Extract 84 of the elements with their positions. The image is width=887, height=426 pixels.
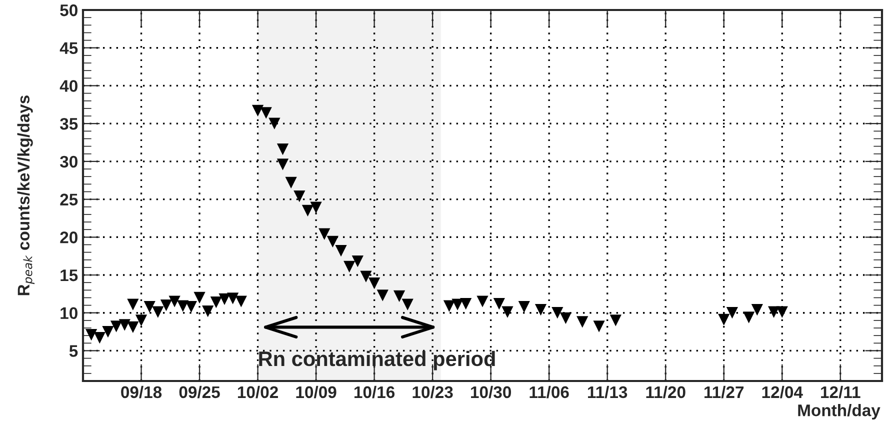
point <box>576 316 588 328</box>
x-tick-label: 10/02 <box>238 386 278 398</box>
point <box>452 298 464 310</box>
point <box>318 228 330 240</box>
point <box>352 256 364 268</box>
x-tick-label: 12/04 <box>762 386 803 398</box>
x-tick-label: 10/30 <box>471 386 511 398</box>
y-axis-title: R$_{peak}$ counts/keV/kg/days <box>17 96 35 296</box>
point <box>393 290 406 302</box>
point <box>227 292 239 304</box>
point <box>534 304 547 316</box>
band-label: Rn contaminated period <box>259 350 495 370</box>
x-tick-label: 09/25 <box>179 386 220 398</box>
x-axis-title: Month/day <box>798 404 880 420</box>
x-tick-label: 10/16 <box>354 386 395 398</box>
x-tick-label: 11/27 <box>704 386 744 398</box>
point <box>268 118 280 130</box>
point <box>493 298 505 310</box>
point <box>768 306 780 318</box>
point <box>460 298 472 310</box>
x-tick-label: 11/20 <box>646 386 686 398</box>
point <box>144 300 156 313</box>
point <box>152 306 164 318</box>
x-tick-label: 11/06 <box>530 386 569 398</box>
point <box>726 307 738 319</box>
point <box>335 244 347 257</box>
point <box>344 260 356 272</box>
y-tick-label: 35 <box>60 118 78 130</box>
point <box>376 290 388 302</box>
y-tick-label: 10 <box>60 307 78 320</box>
point <box>326 236 338 248</box>
point <box>194 292 206 304</box>
point <box>560 312 572 324</box>
point <box>127 321 139 334</box>
point <box>168 296 180 308</box>
point <box>210 296 222 308</box>
point <box>177 300 189 312</box>
point <box>368 278 380 290</box>
point <box>360 270 372 282</box>
point <box>552 307 564 319</box>
point <box>743 312 755 324</box>
point <box>135 314 148 326</box>
point <box>310 202 322 214</box>
point <box>276 144 289 156</box>
point <box>610 314 622 326</box>
y-tick-label: 40 <box>60 80 78 92</box>
y-tick-label: 25 <box>60 194 78 206</box>
point <box>94 332 106 344</box>
point <box>294 190 306 202</box>
y-tick-label: 20 <box>60 232 78 244</box>
point <box>776 306 788 318</box>
x-tick-label: 12/11 <box>821 386 860 398</box>
point <box>276 158 289 170</box>
point <box>86 329 98 341</box>
y-tick-label: 30 <box>60 156 78 168</box>
y-tick-label: 45 <box>60 42 78 54</box>
point <box>218 293 230 306</box>
point <box>185 300 198 313</box>
x-tick-label: 11/13 <box>588 386 628 398</box>
x-tick-label: 10/23 <box>412 386 453 398</box>
point <box>127 298 139 310</box>
point <box>402 298 414 310</box>
y-tick-label: 15 <box>60 270 78 282</box>
x-tick-label: 10/09 <box>296 386 336 398</box>
point <box>302 204 314 216</box>
point <box>476 296 488 308</box>
point <box>518 300 530 313</box>
point <box>443 300 456 312</box>
point <box>118 319 130 331</box>
point <box>260 107 272 119</box>
point <box>252 104 264 117</box>
y-tick-label: 5 <box>69 345 78 357</box>
x-tick-label: 09/18 <box>121 386 162 398</box>
y-tick-label: 50 <box>60 4 78 16</box>
point <box>285 176 297 188</box>
point <box>110 320 122 332</box>
point <box>235 296 247 308</box>
point <box>202 306 214 318</box>
point <box>718 314 730 326</box>
point <box>160 299 172 312</box>
point <box>593 320 605 332</box>
point <box>102 326 114 338</box>
point <box>502 306 514 318</box>
point <box>751 304 763 316</box>
